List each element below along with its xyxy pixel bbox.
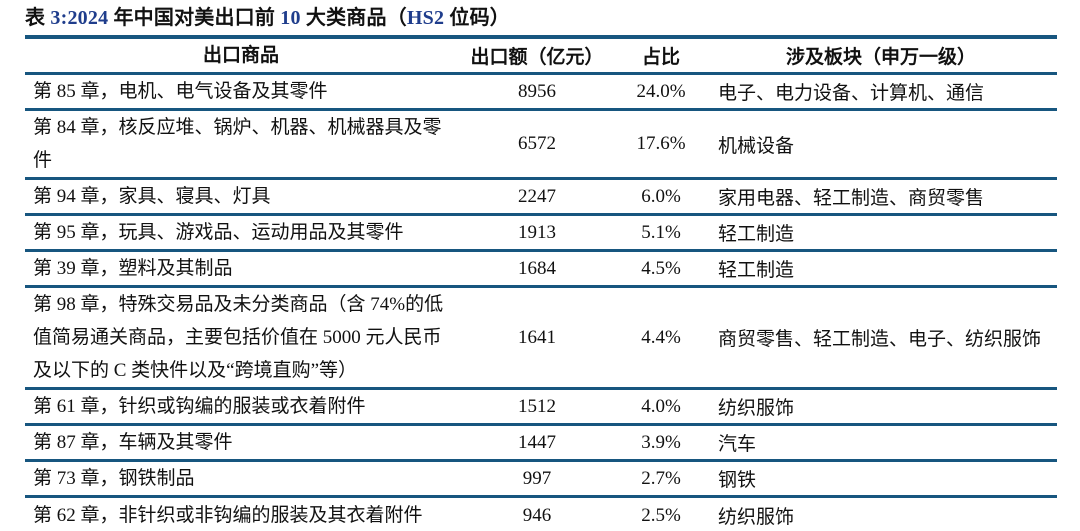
cell-export-value: 2247 — [518, 185, 556, 207]
cell-export-value: 1447 — [518, 431, 556, 453]
cell-export-value: 1913 — [518, 221, 556, 243]
cell-commodity: 第 85 章，电机、电气设备及其零件 — [33, 81, 328, 102]
table-title: 表 3:2024 年中国对美出口前 10 大类商品（HS2 位码） — [25, 6, 1057, 30]
title-text-3: 大类商品（ — [300, 7, 407, 29]
cell-export-value: 946 — [522, 504, 552, 526]
header-commodity: 出口商品 — [202, 45, 279, 66]
cell-share: 6.0% — [641, 185, 681, 207]
cell-commodity: 第 73 章，钢铁制品 — [33, 468, 195, 489]
cell-sectors: 家用电器、轻工制造、商贸零售 — [718, 188, 985, 209]
cell-commodity: 第 87 章，车辆及其零件 — [33, 432, 233, 453]
cell-sectors: 轻工制造 — [718, 260, 795, 281]
cell-share: 4.0% — [641, 395, 681, 417]
cell-share: 3.9% — [641, 431, 681, 453]
table-row: 第 84 章，核反应堆、锅炉、机器、机械器具及零件 6572 17.6% 机械设备 — [25, 111, 1057, 180]
table-row: 第 85 章，电机、电气设备及其零件 8956 24.0% 电子、电力设备、计算机、通… — [25, 75, 1057, 111]
cell-commodity: 第 95 章，玩具、游戏品、运动用品及其零件 — [33, 222, 404, 243]
title-number-3: HS2 — [406, 7, 445, 29]
cell-export-value: 1684 — [518, 257, 556, 279]
cell-commodity: 第 62 章，非针织或非钩编的服装及其衣着附件 — [33, 505, 423, 526]
cell-commodity: 第 94 章，家具、寝具、灯具 — [33, 186, 271, 207]
table-row: 第 95 章，玩具、游戏品、运动用品及其零件 1913 5.1% 轻工制造 — [25, 216, 1057, 252]
cell-export-value: 1641 — [518, 326, 556, 348]
cell-share: 4.4% — [641, 326, 681, 348]
table-row: 第 39 章，塑料及其制品 1684 4.5% 轻工制造 — [25, 252, 1057, 288]
cell-sectors: 钢铁 — [718, 470, 757, 491]
table-row: 第 98 章，特殊交易品及未分类商品（含 74%的低值简易通关商品，主要包括价值… — [25, 288, 1057, 390]
cell-sectors: 纺织服饰 — [718, 507, 795, 528]
cell-sectors: 机械设备 — [718, 135, 795, 157]
header-export-value: 出口额（亿元） — [470, 47, 604, 68]
export-commodities-table: 出口商品 出口额（亿元） 占比 涉及板块（申万一级） 第 85 章，电机、电气设… — [25, 35, 1057, 531]
cell-share: 5.1% — [641, 221, 681, 243]
table-body: 第 85 章，电机、电气设备及其零件 8956 24.0% 电子、电力设备、计算机、通… — [25, 75, 1057, 531]
header-sectors: 涉及板块（申万一级） — [785, 47, 976, 68]
table-row: 第 94 章，家具、寝具、灯具 2247 6.0% 家用电器、轻工制造、商贸零售 — [25, 180, 1057, 216]
cell-commodity: 第 98 章，特殊交易品及未分类商品（含 74%的低值简易通关商品，主要包括价值… — [33, 294, 444, 381]
title-text-2: 年中国对美出口前 — [108, 7, 281, 29]
cell-export-value: 6572 — [518, 133, 556, 154]
cell-commodity: 第 39 章，塑料及其制品 — [33, 258, 233, 279]
title-text-1: 表 — [25, 7, 51, 29]
cell-commodity: 第 61 章，针织或钩编的服装或衣着附件 — [33, 396, 366, 417]
title-number-1: 3:2024 — [50, 7, 109, 29]
table-row: 第 62 章，非针织或非钩编的服装及其衣着附件 946 2.5% 纺织服饰 — [25, 498, 1057, 531]
cell-share: 2.5% — [641, 504, 681, 526]
table-row: 第 87 章，车辆及其零件 1447 3.9% 汽车 — [25, 426, 1057, 462]
cell-sectors: 纺织服饰 — [718, 398, 795, 419]
cell-export-value: 1512 — [518, 395, 556, 417]
table-row: 第 73 章，钢铁制品 997 2.7% 钢铁 — [25, 462, 1057, 498]
cell-share: 17.6% — [636, 133, 686, 154]
title-number-2: 10 — [280, 7, 301, 29]
title-text-4: 位码） — [444, 7, 510, 29]
table-header-row: 出口商品 出口额（亿元） 占比 涉及板块（申万一级） — [25, 39, 1057, 75]
cell-sectors: 商贸零售、轻工制造、电子、纺织服饰 — [718, 329, 1042, 350]
cell-commodity: 第 84 章，核反应堆、锅炉、机器、机械器具及零件 — [33, 117, 442, 171]
header-share: 占比 — [641, 47, 680, 68]
cell-sectors: 电子、电力设备、计算机、通信 — [718, 83, 985, 104]
cell-export-value: 8956 — [518, 80, 556, 102]
cell-sectors: 汽车 — [718, 434, 757, 455]
table-row: 第 61 章，针织或钩编的服装或衣着附件 1512 4.0% 纺织服饰 — [25, 390, 1057, 426]
cell-share: 24.0% — [636, 80, 686, 102]
cell-export-value: 997 — [522, 467, 552, 489]
cell-share: 4.5% — [641, 257, 681, 279]
cell-share: 2.7% — [641, 467, 681, 489]
cell-sectors: 轻工制造 — [718, 224, 795, 245]
